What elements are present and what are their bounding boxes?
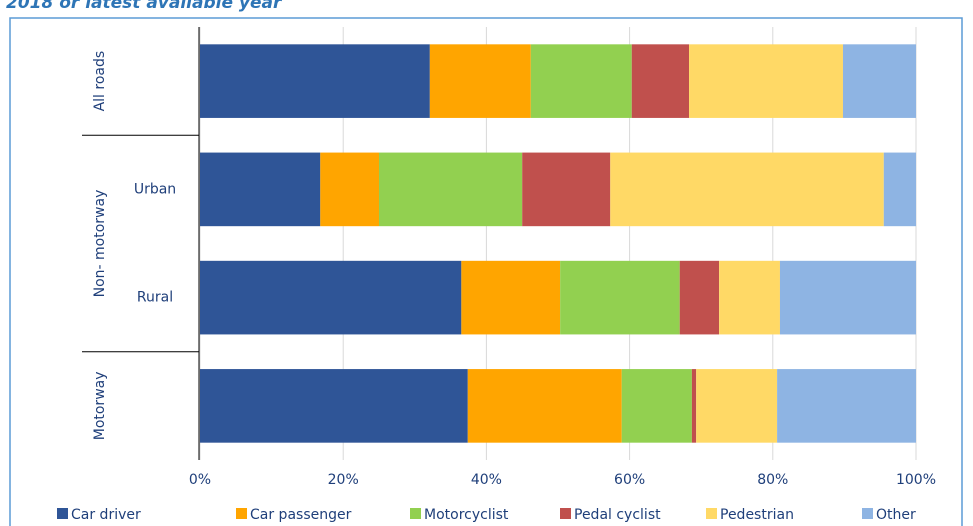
legend-swatch xyxy=(862,508,873,519)
x-tick-label: 80% xyxy=(757,472,788,488)
bar-segment xyxy=(631,44,690,118)
bar-segment xyxy=(429,44,531,118)
x-tick-label: 0% xyxy=(189,472,211,488)
chart-subtitle: 2018 or latest available year xyxy=(6,0,283,13)
bar-segment xyxy=(522,152,611,227)
bar-segment xyxy=(200,44,430,118)
bar-segment xyxy=(842,44,916,118)
bar-segment xyxy=(560,260,680,335)
x-tick-label: 100% xyxy=(896,472,936,488)
legend-swatch xyxy=(57,508,68,519)
bar-segment xyxy=(610,152,884,227)
legend-label: Pedestrian xyxy=(720,507,794,523)
legend-label: Car driver xyxy=(71,507,141,523)
bar-segment xyxy=(530,44,632,118)
bar-segment xyxy=(696,369,778,443)
bar-segment xyxy=(777,369,916,443)
chart-frame xyxy=(9,17,963,526)
bar-segment xyxy=(691,369,697,443)
legend-swatch xyxy=(706,508,717,519)
bar-segment xyxy=(379,152,523,227)
legend-label: Car passenger xyxy=(250,507,352,523)
x-tick-label: 60% xyxy=(614,472,645,488)
bar-segment xyxy=(200,152,321,227)
bar-segment xyxy=(719,260,780,335)
group-label: Motorway xyxy=(92,371,108,440)
bar-segment xyxy=(883,152,916,227)
bar-segment xyxy=(320,152,379,227)
group-label: Non- motorway xyxy=(92,190,108,298)
legend-swatch xyxy=(236,508,247,519)
bar-segment xyxy=(200,260,462,335)
bar-segment xyxy=(200,369,468,443)
legend-label: Motorcyclist xyxy=(424,507,509,523)
legend-label: Pedal cyclist xyxy=(574,507,661,523)
bar-segment xyxy=(679,260,720,335)
x-tick-label: 40% xyxy=(471,472,502,488)
x-tick-label: 20% xyxy=(328,472,359,488)
legend-swatch xyxy=(410,508,421,519)
bar-segment xyxy=(689,44,843,118)
legend-swatch xyxy=(560,508,571,519)
bar-segment xyxy=(467,369,622,443)
bar-segment xyxy=(621,369,692,443)
bar-segment xyxy=(461,260,561,335)
bar-segment xyxy=(779,260,916,335)
legend-label: Other xyxy=(876,507,916,523)
category-label: Urban xyxy=(134,181,176,197)
group-label: All roads xyxy=(92,51,108,112)
category-label: Rural xyxy=(137,290,173,306)
